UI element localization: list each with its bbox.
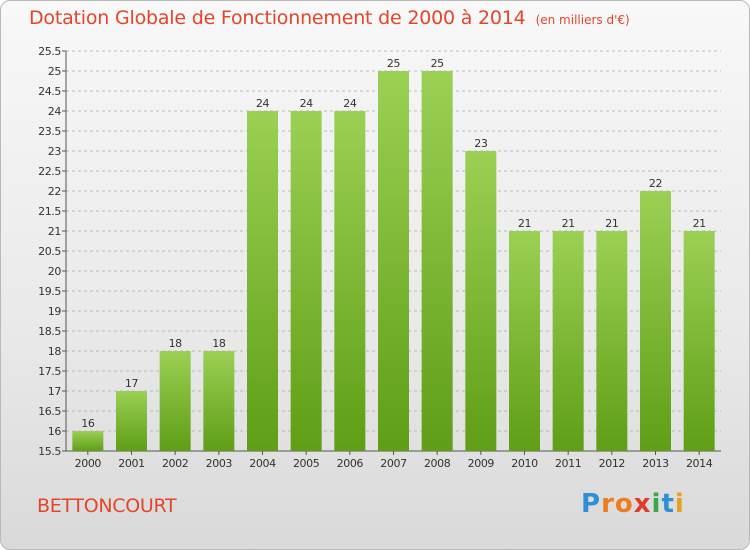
bar-2009 [465, 151, 497, 451]
data-label-2009: 23 [474, 137, 488, 150]
data-label-2012: 21 [605, 217, 618, 230]
bar-2010 [509, 231, 540, 451]
bar-2012 [596, 231, 628, 451]
y-tick-label: 25 [48, 65, 62, 78]
logo-letter: P [581, 489, 602, 519]
bar-2013 [640, 191, 671, 451]
logo-letter: o [614, 489, 634, 519]
bar-2005 [290, 111, 322, 451]
x-tick-label-2010: 2010 [511, 457, 538, 470]
bar-2007 [378, 71, 409, 451]
bar-2003 [203, 351, 235, 451]
data-label-2002: 18 [169, 337, 183, 350]
commune-name: BETTONCOURT [37, 495, 177, 517]
x-tick-label-2003: 2003 [206, 457, 233, 470]
x-tick-label-2009: 2009 [468, 457, 495, 470]
proxiti-logo: Proxiti [581, 489, 685, 519]
y-tick-label: 21 [48, 225, 61, 238]
y-tick-label: 22 [48, 185, 61, 198]
x-tick-label-2014: 2014 [686, 457, 713, 470]
data-label-2014: 21 [693, 217, 706, 230]
bar-2000 [72, 431, 104, 451]
x-tick-label-2012: 2012 [599, 457, 625, 470]
data-label-2011: 21 [562, 217, 575, 230]
y-tick-label: 24 [48, 105, 62, 118]
chart-title: Dotation Globale de Fonctionnement de 20… [29, 7, 526, 29]
y-tick-label: 22.5 [38, 165, 61, 178]
x-tick-label-2007: 2007 [380, 457, 407, 470]
x-tick-label-2001: 2001 [118, 457, 144, 470]
x-tick-label-2011: 2011 [555, 457, 581, 470]
y-tick-label: 17.5 [38, 365, 61, 378]
logo-letter: x [633, 489, 652, 519]
y-tick-label: 15.5 [38, 445, 61, 458]
data-label-2008: 25 [431, 57, 445, 70]
bar-2004 [247, 111, 278, 451]
bar-2002 [159, 351, 191, 451]
bar-2008 [421, 71, 453, 451]
title-line: Dotation Globale de Fonctionnement de 20… [29, 7, 630, 29]
logo-letter: i [651, 489, 662, 519]
data-label-2001: 17 [125, 377, 139, 390]
chart-subtitle: (en milliers d'€) [535, 13, 630, 27]
y-tick-label: 17 [48, 385, 62, 398]
bar-2011 [552, 231, 584, 451]
y-tick-label: 16.5 [38, 405, 61, 418]
y-tick-label: 23.5 [38, 125, 61, 138]
y-tick-label: 20 [48, 265, 62, 278]
bar-2006 [334, 111, 366, 451]
x-tick-label-2004: 2004 [249, 457, 276, 470]
data-label-2010: 21 [518, 217, 531, 230]
y-tick-label: 19 [48, 305, 62, 318]
data-label-2005: 24 [300, 97, 314, 110]
y-tick-label: 23 [48, 145, 62, 158]
data-label-2000: 16 [81, 417, 95, 430]
x-tick-label-2013: 2013 [642, 457, 669, 470]
y-tick-label: 21.5 [38, 205, 61, 218]
x-tick-label-2008: 2008 [424, 457, 451, 470]
bar-2001 [116, 391, 147, 451]
logo-letter: r [601, 489, 615, 519]
bar-2014 [683, 231, 715, 451]
y-tick-label: 24.5 [38, 85, 61, 98]
y-tick-label: 19.5 [38, 285, 61, 298]
x-tick-label-2005: 2005 [293, 457, 320, 470]
data-label-2006: 24 [343, 97, 357, 110]
data-label-2013: 22 [649, 177, 662, 190]
y-tick-label: 20.5 [38, 245, 61, 258]
y-tick-label: 18.5 [38, 325, 61, 338]
y-tick-label: 18 [48, 345, 62, 358]
logo-letter: i [674, 489, 685, 519]
y-tick-label: 25.5 [38, 45, 61, 58]
x-tick-label-2000: 2000 [75, 457, 102, 470]
y-tick-label: 16 [48, 425, 62, 438]
x-tick-label-2002: 2002 [162, 457, 188, 470]
x-tick-label-2006: 2006 [337, 457, 364, 470]
data-label-2003: 18 [212, 337, 226, 350]
logo-letter: t [661, 489, 675, 519]
data-label-2004: 24 [256, 97, 270, 110]
data-label-2007: 25 [387, 57, 401, 70]
